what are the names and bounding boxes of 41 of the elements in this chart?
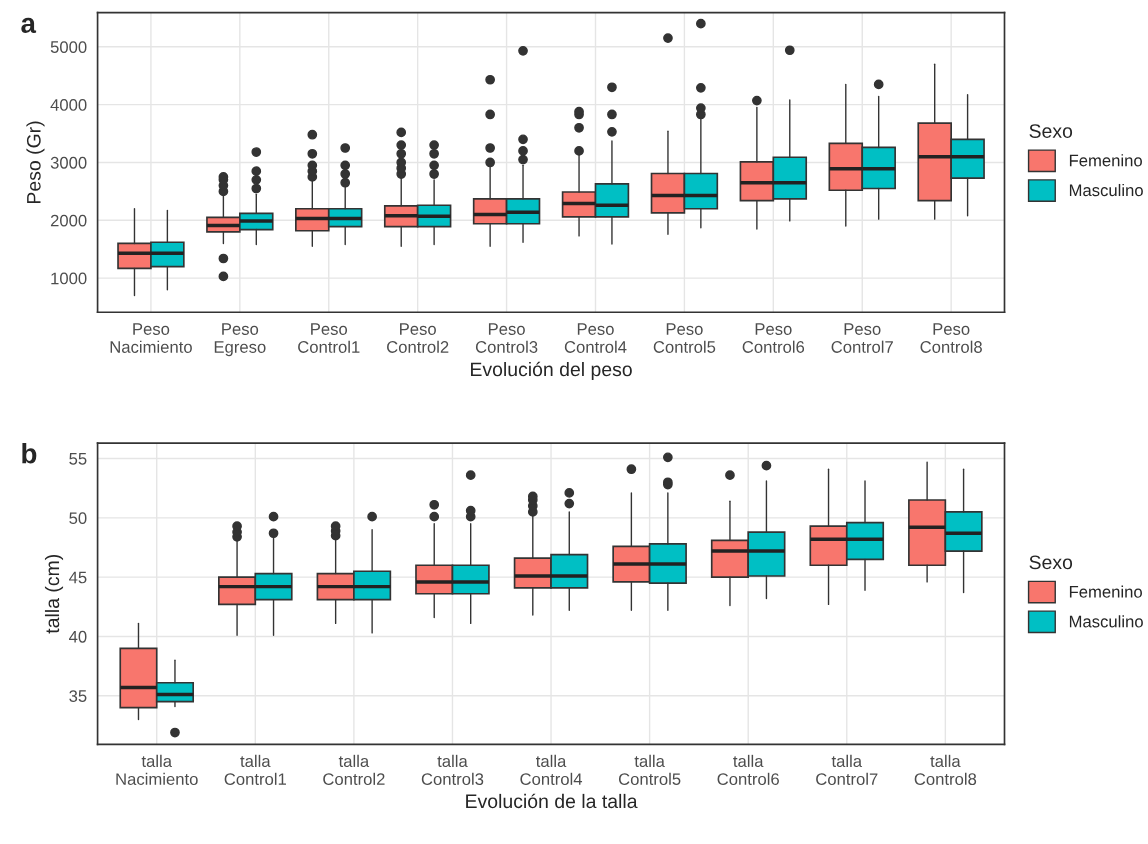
x-tick-label: talla Control7 [816,754,878,786]
x-tick-label: talla Control4 [520,754,583,786]
y-tick-label: 35 [69,690,87,702]
x-tick-label: Peso Control8 [920,323,982,353]
text: a [21,17,37,34]
x-tick-label: talla Control6 [717,754,779,786]
y-axis-title: Peso (Gr) [26,121,45,204]
x-axis-title: Evolución del peso [471,361,632,381]
x-tick-label: talla Nacimiento [116,754,198,786]
legend-title: Sexo [1029,124,1073,138]
y-tick-label: 45 [69,571,87,584]
legend-label: Masculino [1069,615,1143,628]
y-tick-label: 4000 [50,99,87,111]
x-tick-label: Peso Control7 [831,323,893,353]
legend-title: Sexo [1029,555,1073,570]
x-tick-label: talla Control2 [323,754,385,786]
x-tick-label: Peso Nacimiento [110,323,192,353]
x-tick-label: Peso Control6 [742,323,805,353]
x-tick-label: talla Control5 [618,754,681,786]
x-tick-label: talla Control3 [421,754,484,786]
x-tick-label: talla Control1 [224,754,286,786]
y-tick-label: 50 [69,512,87,525]
x-tick-label: Peso Control4 [564,323,627,353]
x-axis-title: Evolución de la talla [466,793,638,809]
x-tick-label: talla Control8 [914,754,977,786]
x-tick-label: Peso Control5 [653,323,716,353]
y-tick-label: 55 [69,453,87,465]
y-tick-label: 5000 [50,41,87,53]
y-tick-label: 3000 [50,156,87,169]
y-axis-title: talla (cm) [44,554,64,634]
x-tick-label: Peso Egreso [214,323,266,357]
legend-label: Femenino [1069,154,1142,167]
y-tick-label: 40 [69,630,87,643]
text: b [22,443,37,464]
legend-label: Masculino [1069,183,1143,197]
legend-label: Femenino [1069,585,1142,598]
x-tick-label: Peso Control3 [475,323,538,353]
y-tick-label: 2000 [50,214,87,227]
y-tick-label: 1000 [51,272,87,285]
x-tick-label: Peso Control1 [298,323,360,353]
x-tick-label: Peso Control2 [387,323,449,353]
